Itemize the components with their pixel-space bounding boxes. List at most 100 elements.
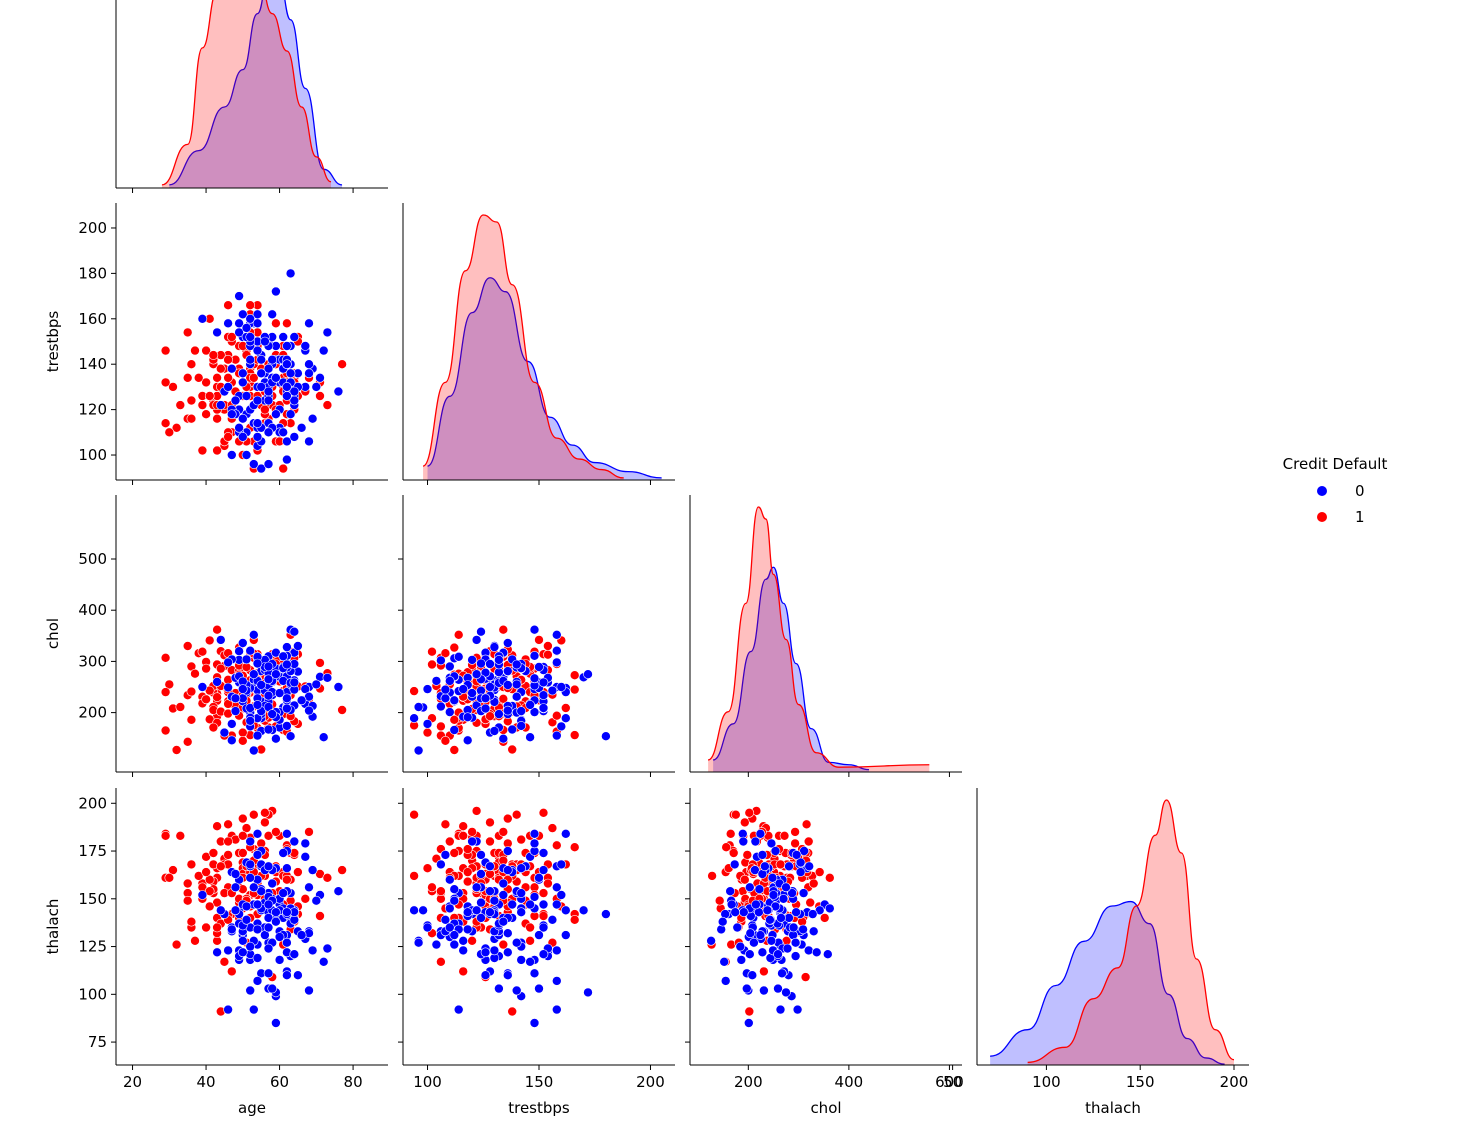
scatter-point-chol-thalach-0 — [767, 872, 778, 883]
scatter-point-chol-thalach-1 — [739, 874, 750, 885]
scatter-point-trestbps-chol-1 — [440, 648, 451, 659]
scatter-point-age-thalach-1 — [201, 922, 211, 933]
scatter-point-trestbps-thalach-0 — [422, 922, 433, 933]
scatter-point-trestbps-thalach-0 — [440, 850, 451, 860]
scatter-point-age-thalach-1 — [186, 859, 197, 870]
scatter-point-chol-thalach-1 — [808, 878, 819, 889]
scatter-point-age-thalach-0 — [223, 1004, 233, 1015]
scatter-point-age-chol-1 — [197, 646, 208, 657]
scatter-point-chol-thalach-1 — [779, 830, 790, 841]
scatter-point-trestbps-thalach-0 — [516, 907, 527, 918]
scatter-point-age-thalach-0 — [282, 937, 292, 948]
scatter-point-trestbps-chol-0 — [444, 707, 455, 717]
scatter-point-chol-thalach-0 — [738, 836, 749, 847]
y-tick-label-thalach: 75 — [88, 1033, 107, 1051]
scatter-point-age-chol-0 — [223, 657, 233, 668]
scatter-point-age-thalach-0 — [263, 899, 274, 910]
scatter-point-age-trestbps-0 — [245, 354, 255, 365]
scatter-point-age-trestbps-0 — [197, 313, 208, 324]
scatter-point-age-chol-1 — [337, 705, 347, 715]
scatter-point-trestbps-chol-0 — [467, 655, 477, 665]
scatter-point-chol-thalach-0 — [755, 828, 766, 839]
scatter-point-age-chol-1 — [204, 635, 215, 646]
scatter-point-age-trestbps-0 — [256, 463, 267, 474]
legend-label-1: 1 — [1355, 508, 1365, 526]
scatter-point-age-trestbps-0 — [245, 332, 255, 342]
scatter-point-chol-thalach-0 — [778, 893, 789, 904]
scatter-point-chol-thalach-0 — [760, 861, 770, 872]
scatter-point-chol-thalach-0 — [790, 951, 801, 961]
scatter-point-age-trestbps-0 — [289, 332, 300, 342]
scatter-point-chol-thalach-0 — [791, 850, 802, 860]
scatter-point-age-thalach-1 — [238, 813, 248, 824]
scatter-point-chol-thalach-1 — [814, 867, 825, 877]
kde-line-trestbps-0 — [427, 277, 662, 479]
scatter-point-age-thalach-1 — [238, 848, 248, 858]
scatter-point-age-chol-0 — [238, 638, 248, 648]
scatter-point-chol-thalach-0 — [788, 922, 799, 933]
scatter-point-age-trestbps-0 — [256, 382, 267, 392]
scatter-point-trestbps-chol-1 — [449, 714, 460, 725]
scatter-point-chol-thalach-0 — [725, 886, 736, 897]
scatter-point-age-thalach-1 — [204, 901, 215, 912]
scatter-point-trestbps-chol-0 — [471, 635, 482, 645]
scatter-point-age-thalach-1 — [190, 935, 200, 946]
scatter-point-age-chol-0 — [230, 706, 241, 716]
scatter-point-trestbps-chol-1 — [427, 646, 437, 657]
scatter-point-age-trestbps-0 — [227, 409, 237, 420]
scatter-point-trestbps-chol-0 — [502, 705, 513, 716]
kde-fill-thalach-1 — [1027, 800, 1234, 1065]
scatter-point-trestbps-chol-0 — [485, 659, 495, 669]
scatter-point-trestbps-thalach-0 — [551, 882, 562, 893]
scatter-point-trestbps-chol-0 — [494, 709, 504, 719]
scatter-point-age-trestbps-0 — [227, 450, 237, 460]
scatter-point-age-chol-0 — [252, 700, 263, 710]
scatter-point-age-trestbps-1 — [212, 372, 222, 383]
scatter-point-age-thalach-1 — [182, 895, 193, 906]
scatter-point-age-thalach-0 — [252, 953, 263, 963]
scatter-point-chol-thalach-1 — [775, 859, 786, 870]
scatter-point-age-trestbps-0 — [311, 382, 322, 392]
scatter-point-trestbps-thalach-1 — [436, 956, 446, 967]
kde-fill-trestbps-0 — [427, 277, 662, 480]
scatter-point-trestbps-chol-0 — [444, 661, 455, 672]
scatter-point-trestbps-thalach-0 — [467, 836, 477, 847]
scatter-point-age-chol-0 — [245, 645, 255, 656]
scatter-point-trestbps-thalach-0 — [440, 914, 451, 925]
scatter-point-age-trestbps-1 — [260, 404, 270, 415]
scatter-point-age-thalach-1 — [271, 827, 281, 837]
scatter-point-age-chol-1 — [201, 694, 211, 705]
y-tick-label-thalach: 125 — [78, 938, 107, 956]
scatter-point-age-chol-0 — [282, 693, 292, 704]
scatter-point-trestbps-thalach-1 — [569, 842, 580, 853]
scatter-point-trestbps-thalach-1 — [444, 836, 455, 847]
scatter-point-age-trestbps-0 — [238, 377, 248, 388]
x-axis-label-age: age — [238, 1099, 266, 1117]
scatter-point-chol-thalach-0 — [792, 1004, 803, 1015]
scatter-point-trestbps-thalach-1 — [458, 821, 469, 832]
scatter-point-trestbps-thalach-0 — [529, 968, 540, 979]
scatter-point-age-thalach-1 — [168, 865, 178, 875]
scatter-point-chol-thalach-0 — [706, 935, 716, 946]
scatter-point-age-thalach-0 — [296, 930, 307, 940]
scatter-point-age-trestbps-0 — [223, 382, 233, 392]
scatter-point-age-thalach-0 — [252, 828, 263, 839]
scatter-point-chol-thalach-0 — [732, 922, 743, 933]
scatter-point-chol-thalach-0 — [765, 914, 775, 925]
x-tick-label-chol: 400 — [835, 1073, 864, 1091]
scatter-point-age-chol-0 — [249, 669, 259, 680]
scatter-point-age-chol-1 — [164, 679, 175, 690]
scatter-point-age-thalach-1 — [201, 867, 211, 877]
scatter-point-trestbps-thalach-1 — [449, 848, 460, 858]
scatter-point-chol-thalach-0 — [795, 867, 806, 877]
scatter-point-age-thalach-0 — [216, 905, 226, 916]
scatter-point-age-thalach-1 — [241, 823, 252, 833]
scatter-point-trestbps-thalach-0 — [453, 1004, 464, 1015]
scatter-point-trestbps-chol-0 — [534, 662, 544, 672]
scatter-point-trestbps-thalach-0 — [498, 916, 509, 927]
scatter-point-age-chol-0 — [234, 646, 244, 657]
scatter-point-trestbps-thalach-0 — [525, 956, 535, 967]
scatter-point-age-chol-1 — [212, 692, 222, 703]
scatter-point-trestbps-thalach-1 — [409, 809, 419, 820]
scatter-point-age-trestbps-1 — [223, 432, 233, 442]
